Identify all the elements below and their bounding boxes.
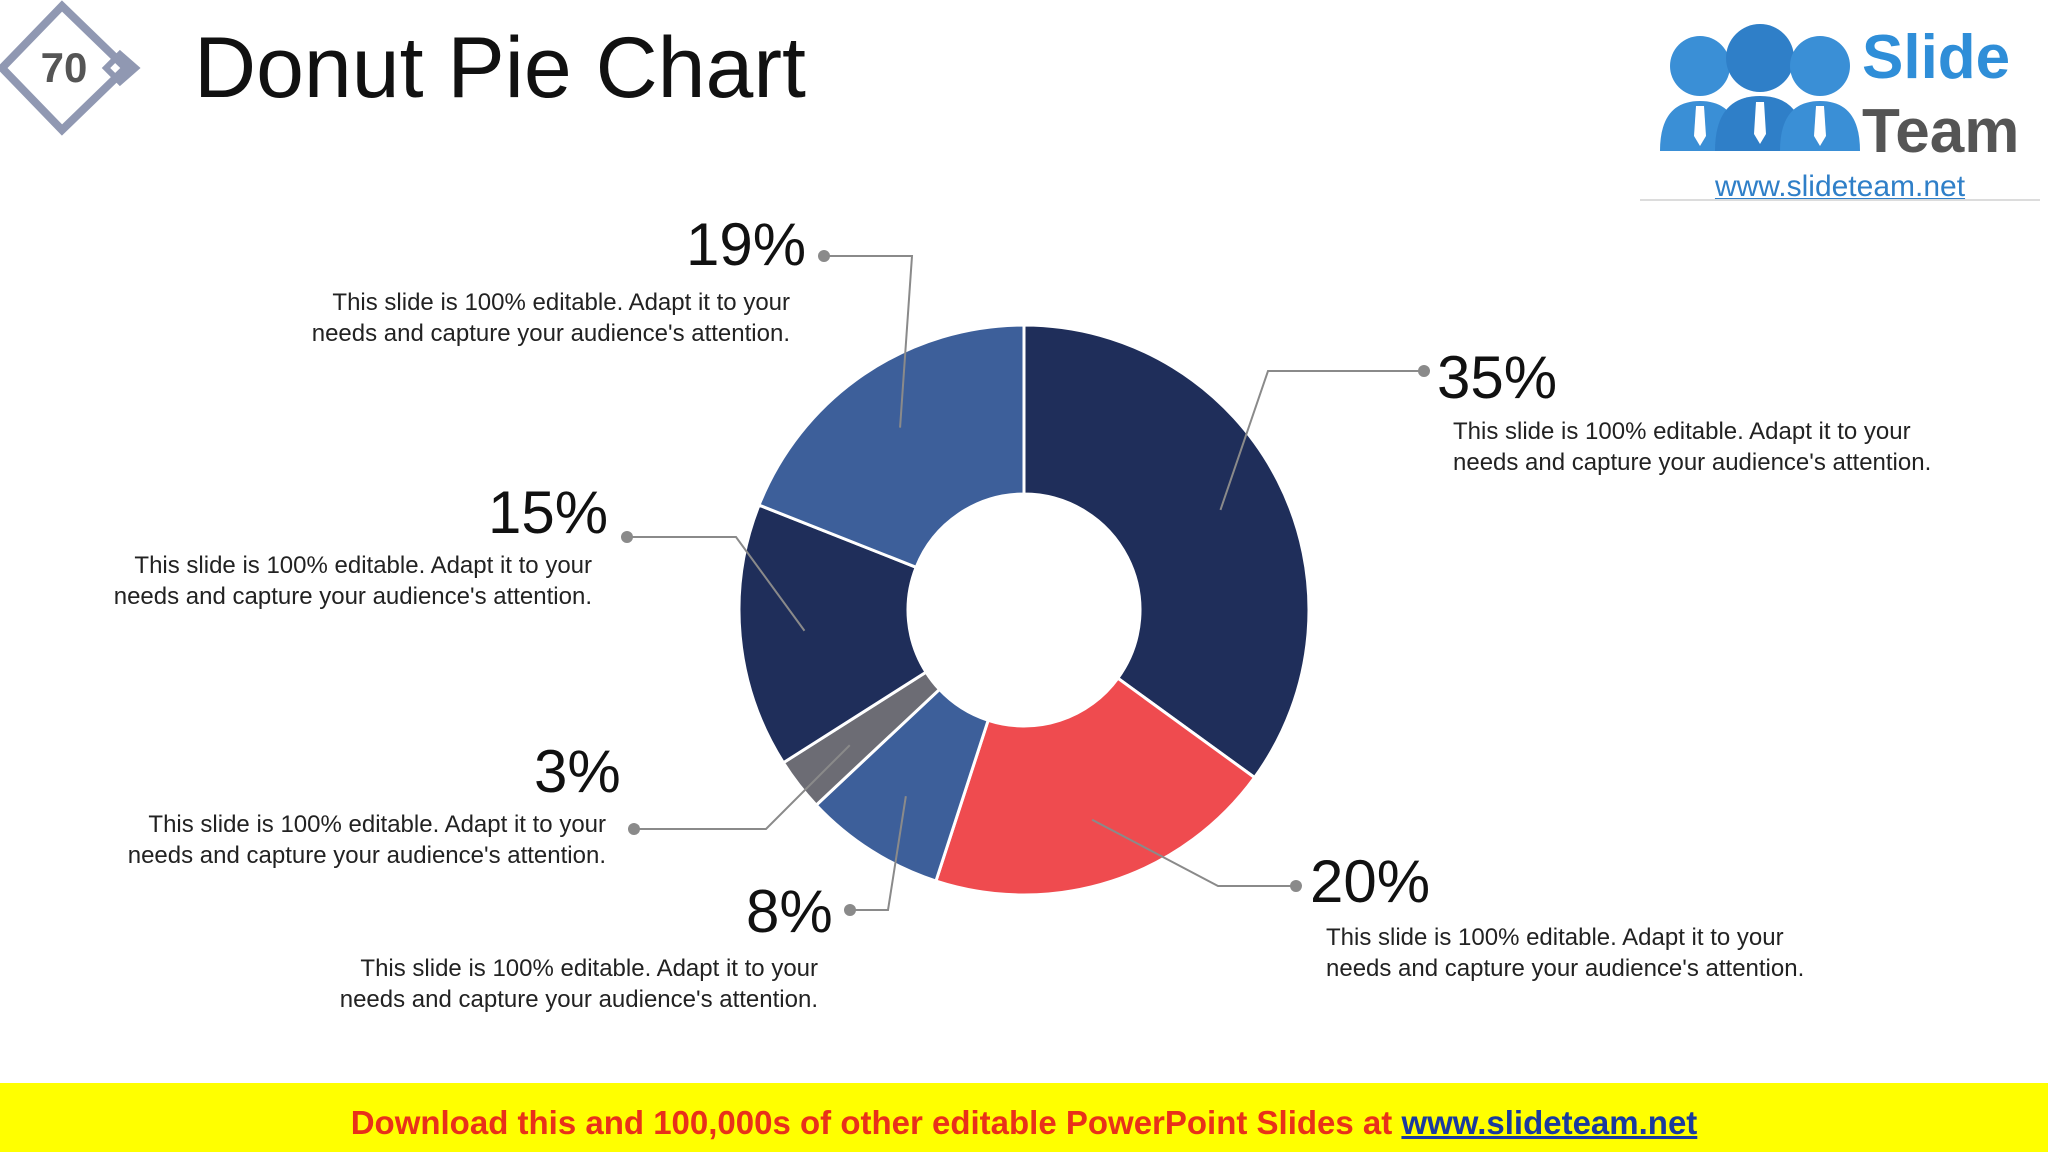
slice-description-35: This slide is 100% editable. Adapt it to… [1453, 418, 1932, 476]
leader-line-8 [850, 796, 907, 911]
page-title: Donut Pie Chart [194, 20, 806, 116]
donut-slice-19 [757, 323, 1026, 570]
slice-description-15: This slide is 100% editable. Adapt it to… [113, 552, 592, 610]
slide-number-badge: 70 [0, 0, 141, 136]
logo-word-slide: Slide [1862, 23, 2010, 92]
leader-dot-3 [628, 823, 640, 835]
logo-url[interactable]: www.slideteam.net [1714, 170, 1966, 202]
slice-label-35: 35% [1437, 344, 1558, 411]
slice-label-3: 3% [534, 738, 621, 805]
leader-dot-35 [1418, 365, 1430, 377]
slice-label-20: 20% [1310, 848, 1431, 915]
slideteam-logo[interactable]: Slide Team www.slideteam.net [1640, 6, 2040, 202]
leader-dot-15 [621, 531, 633, 543]
donut-slice-35 [1022, 323, 1311, 780]
slice-label-19: 19% [686, 211, 807, 278]
leader-line-3 [634, 744, 851, 830]
leader-line-15 [627, 536, 806, 632]
leader-dot-8 [844, 904, 856, 916]
donut-slice-15 [737, 503, 929, 765]
banner-text: Download this and 100,000s of other edit… [350, 1104, 1402, 1141]
logo-word-team: Team [1862, 97, 2019, 166]
slice-label-8: 8% [746, 878, 833, 945]
slide-number: 70 [41, 44, 88, 91]
leader-line-19 [824, 255, 914, 428]
slice-description-8: This slide is 100% editable. Adapt it to… [339, 955, 818, 1013]
slice-description-19: This slide is 100% editable. Adapt it to… [311, 289, 790, 347]
leader-dot-19 [818, 250, 830, 262]
leader-line-35 [1219, 370, 1424, 511]
leader-dot-20 [1290, 880, 1302, 892]
slice-description-3: This slide is 100% editable. Adapt it to… [127, 811, 606, 869]
people-icon [1660, 24, 1860, 151]
banner-link[interactable]: www.slideteam.net [1401, 1104, 1698, 1141]
slice-label-15: 15% [488, 479, 609, 546]
leader-line-20 [1091, 818, 1296, 887]
slice-description-20: This slide is 100% editable. Adapt it to… [1326, 924, 1805, 982]
donut-slice-20 [934, 676, 1257, 897]
download-banner: Download this and 100,000s of other edit… [0, 1083, 2048, 1152]
